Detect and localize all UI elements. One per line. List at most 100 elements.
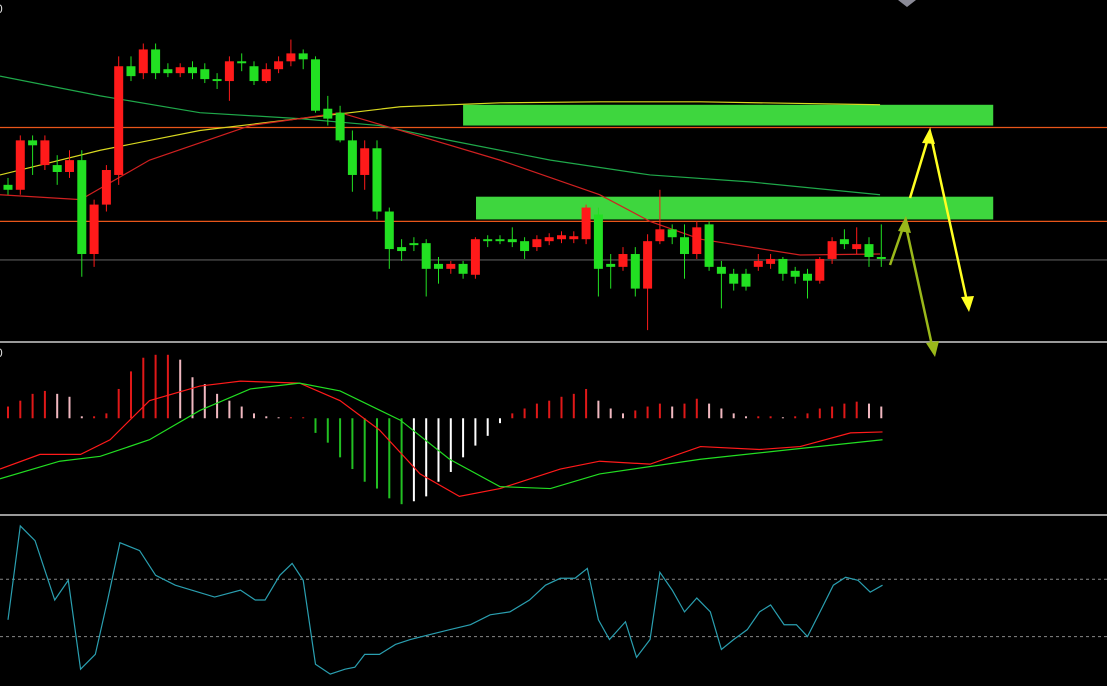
candle-body xyxy=(237,61,247,64)
histogram-bar xyxy=(658,403,661,419)
histogram-bar xyxy=(794,416,797,419)
histogram-bar xyxy=(43,390,46,419)
histogram-bar xyxy=(191,377,194,419)
candle-body xyxy=(655,229,665,242)
histogram-bar xyxy=(609,408,612,419)
panel-divider xyxy=(0,341,1107,343)
histogram-bar xyxy=(843,403,846,419)
candle-body xyxy=(753,260,763,267)
candle-body xyxy=(815,258,825,281)
candle-body xyxy=(372,148,382,212)
histogram-bar xyxy=(388,418,391,499)
arrow-head xyxy=(961,296,974,312)
arrow-head xyxy=(922,128,935,144)
candle-body xyxy=(433,263,443,269)
candle-body xyxy=(15,140,25,190)
histogram-bar xyxy=(572,393,575,419)
candle-body xyxy=(163,69,173,74)
candle-body xyxy=(704,224,714,267)
histogram-bar xyxy=(302,417,305,419)
histogram-bar xyxy=(154,354,157,419)
candle-body xyxy=(77,160,87,255)
histogram-bar xyxy=(228,400,231,419)
arrow-path xyxy=(888,217,935,351)
histogram-bar xyxy=(806,413,809,419)
candle-body xyxy=(310,59,320,111)
arrow-head xyxy=(898,216,911,233)
histogram-bar xyxy=(339,418,342,458)
candle-body xyxy=(89,204,99,255)
candle-body xyxy=(544,237,554,242)
histogram-bar xyxy=(560,396,563,419)
histogram-bar xyxy=(449,418,452,472)
candle-body xyxy=(224,61,234,82)
candle-body xyxy=(335,112,345,141)
candle-body xyxy=(175,67,185,74)
histogram-bar xyxy=(351,418,354,470)
histogram-bar xyxy=(93,416,96,419)
histogram-bar xyxy=(695,398,698,419)
candle-body xyxy=(716,266,726,274)
histogram-bar xyxy=(166,354,169,419)
histogram-bar xyxy=(179,359,182,419)
candle-body xyxy=(114,66,124,175)
histogram-bar xyxy=(277,417,280,419)
panel-label: 0 xyxy=(0,346,3,360)
histogram-bar xyxy=(129,371,132,419)
histogram-bar xyxy=(708,403,711,419)
candle-body xyxy=(766,258,776,264)
candle-body xyxy=(52,165,62,172)
marker xyxy=(898,0,916,7)
histogram-bar xyxy=(769,416,772,419)
histogram-bar xyxy=(216,393,219,419)
candle-body xyxy=(630,254,640,289)
histogram-bar xyxy=(105,413,108,419)
histogram-bar xyxy=(142,357,145,419)
moving-average xyxy=(0,101,881,176)
candle-body xyxy=(261,69,271,82)
candle-body xyxy=(827,241,837,259)
histogram-bar xyxy=(326,418,329,443)
candle-body xyxy=(151,49,161,74)
histogram-bar xyxy=(363,418,366,482)
histogram-bar xyxy=(634,410,637,419)
moving-average xyxy=(0,112,881,256)
candle-body xyxy=(507,239,517,243)
histogram-bar xyxy=(6,406,9,419)
histogram-bar xyxy=(818,408,821,419)
candle-body xyxy=(40,140,50,166)
histogram-bar xyxy=(412,418,415,502)
candle-body xyxy=(187,67,197,74)
candle-body xyxy=(101,170,111,205)
oscillator-line xyxy=(7,524,883,675)
candle-body xyxy=(64,160,74,172)
histogram-bar xyxy=(535,403,538,419)
candle-body xyxy=(458,263,468,274)
histogram-bar xyxy=(511,413,514,419)
candle-body xyxy=(495,239,505,242)
candle-body xyxy=(864,244,874,257)
candle-body xyxy=(778,258,788,274)
candle-body xyxy=(679,237,689,255)
histogram-bar xyxy=(585,388,588,419)
histogram-bar xyxy=(68,396,71,419)
histogram-bar xyxy=(425,418,428,497)
candle-body xyxy=(876,256,886,259)
candle-body xyxy=(347,140,357,175)
panel-divider xyxy=(0,514,1107,516)
histogram-bar xyxy=(80,416,83,419)
candle-body xyxy=(298,53,308,60)
histogram-bar xyxy=(646,406,649,419)
histogram-bar xyxy=(781,417,784,419)
candle-body xyxy=(483,239,493,242)
candle-body xyxy=(470,239,480,275)
histogram-bar xyxy=(474,418,477,446)
candle-body xyxy=(138,49,148,74)
candle-body xyxy=(126,66,136,77)
candle-body xyxy=(28,140,38,146)
candle-body xyxy=(581,207,591,240)
candle-body xyxy=(692,227,702,255)
histogram-bar xyxy=(880,406,883,419)
